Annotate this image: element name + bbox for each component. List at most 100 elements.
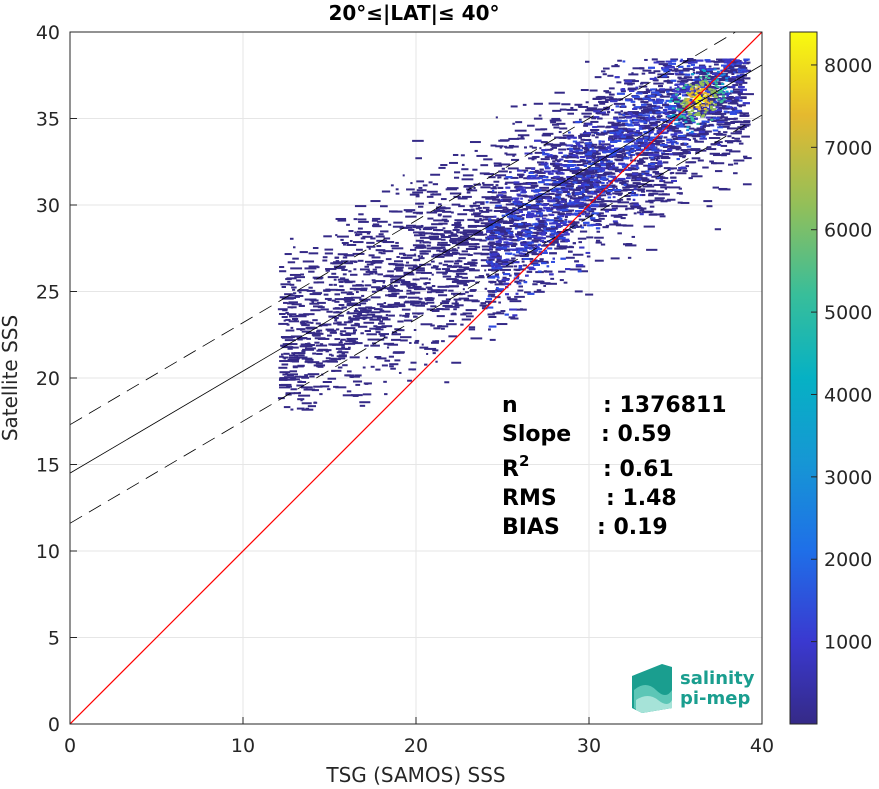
density-cell: [558, 270, 566, 273]
density-cell: [614, 111, 621, 114]
density-cell: [456, 243, 469, 246]
density-cell: [443, 230, 452, 233]
density-cell: [736, 62, 742, 65]
density-cell: [700, 135, 706, 138]
density-cell: [708, 65, 712, 68]
density-cell: [381, 364, 388, 367]
density-cell: [714, 228, 722, 231]
density-cell: [617, 193, 622, 196]
density-cell: [516, 189, 521, 192]
density-cell: [405, 312, 410, 315]
density-cell: [279, 270, 287, 273]
density-cell: [610, 130, 615, 133]
density-cell: [575, 265, 586, 268]
density-cell: [537, 195, 550, 198]
density-cell: [732, 90, 742, 93]
density-cell: [733, 172, 738, 175]
density-cell: [283, 357, 287, 360]
density-cell: [278, 366, 288, 369]
density-cell: [518, 268, 526, 271]
density-cell: [719, 101, 728, 104]
density-cell: [280, 283, 292, 286]
density-cell: [334, 318, 338, 321]
density-cell: [333, 261, 344, 264]
density-cell: [315, 332, 324, 335]
density-cell: [346, 312, 355, 315]
density-cell: [553, 237, 560, 240]
density-cell: [440, 164, 448, 167]
density-cell: [335, 347, 348, 350]
density-cell: [428, 241, 432, 244]
density-cell: [432, 352, 436, 355]
density-cell: [309, 293, 322, 296]
density-cell: [375, 368, 381, 371]
density-cell: [517, 231, 524, 234]
density-cell: [642, 69, 652, 72]
density-cell: [666, 93, 673, 96]
density-cell: [479, 172, 490, 175]
density-cell: [474, 215, 484, 218]
density-cell: [526, 213, 534, 216]
density-cell: [427, 217, 434, 220]
density-cell: [665, 60, 672, 63]
density-cell: [647, 89, 652, 92]
density-cell: [489, 256, 495, 259]
density-cell: [495, 248, 501, 251]
density-cell: [611, 123, 622, 126]
density-cell: [724, 86, 731, 89]
density-cell: [317, 306, 325, 309]
density-cell: [586, 160, 592, 163]
density-cell: [505, 230, 510, 233]
density-cell: [468, 326, 476, 329]
density-cell: [518, 266, 522, 269]
density-cell: [354, 205, 367, 208]
density-cell: [501, 167, 505, 170]
density-cell: [726, 92, 730, 95]
density-cell: [284, 339, 296, 342]
density-cell: [364, 260, 377, 263]
density-cell: [575, 149, 583, 152]
density-cell: [682, 61, 694, 64]
density-cell: [654, 197, 665, 200]
density-cell: [464, 233, 474, 236]
density-cell: [540, 141, 548, 144]
density-cell: [401, 308, 411, 311]
density-cell: [294, 276, 305, 279]
density-cell: [533, 207, 543, 210]
density-cell: [489, 251, 498, 254]
density-cell: [468, 245, 478, 248]
density-cell: [605, 210, 609, 213]
density-cell: [541, 134, 552, 137]
density-cell: [441, 238, 446, 241]
density-cell: [659, 213, 665, 216]
density-cell: [379, 310, 391, 313]
density-cell: [480, 302, 487, 305]
density-cell: [693, 66, 701, 69]
density-cell: [352, 380, 363, 383]
density-cell: [512, 201, 516, 204]
density-cell: [639, 125, 645, 128]
density-cell: [489, 201, 501, 204]
density-cell: [289, 315, 298, 318]
density-cell: [595, 136, 599, 139]
density-cell: [624, 147, 631, 150]
density-cell: [733, 106, 737, 109]
density-cell: [333, 283, 337, 286]
density-cell: [293, 246, 296, 249]
density-cell: [552, 109, 562, 112]
density-cell: [371, 342, 377, 345]
density-cell: [493, 180, 500, 183]
density-cell: [648, 199, 656, 202]
density-cell: [480, 259, 488, 262]
density-cell: [344, 262, 354, 265]
density-cell: [492, 186, 497, 189]
density-cell: [507, 298, 518, 301]
density-cell: [412, 265, 421, 268]
density-cell: [432, 349, 439, 352]
density-cell: [643, 101, 649, 104]
density-cell: [285, 329, 295, 332]
density-cell: [488, 315, 497, 318]
density-cell: [289, 373, 299, 376]
density-cell: [348, 230, 354, 233]
density-cell: [572, 188, 579, 191]
